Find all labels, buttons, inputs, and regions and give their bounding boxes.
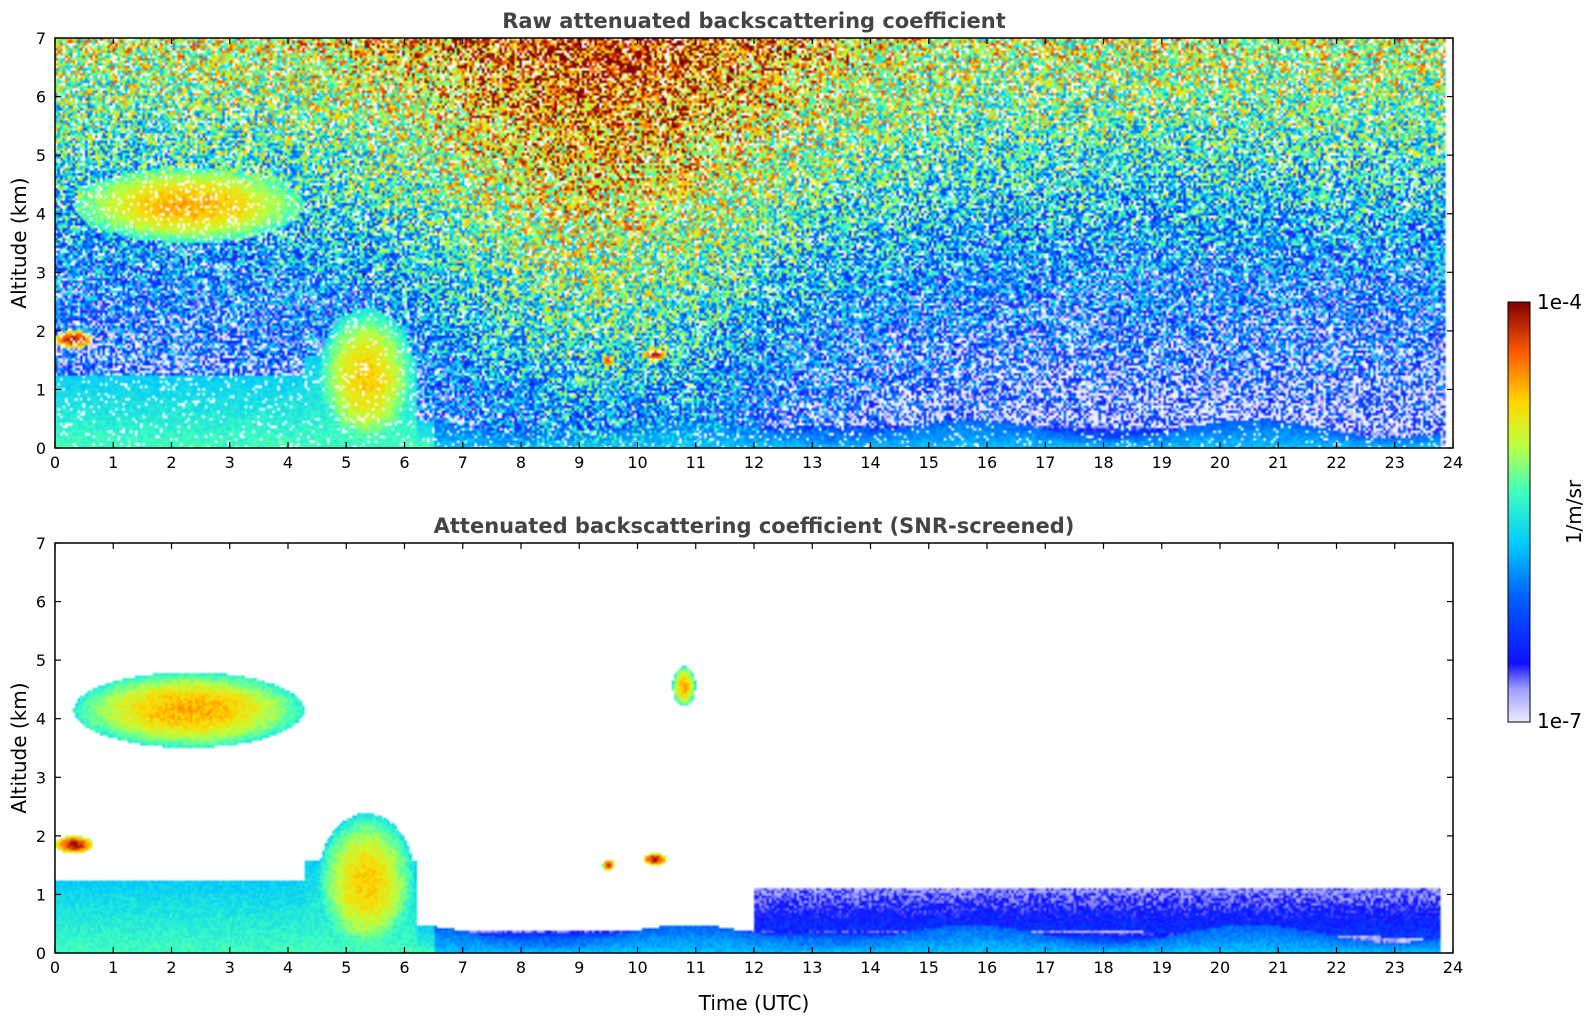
y-tick-label: 3 <box>36 768 46 787</box>
x-tick-label: 10 <box>627 958 647 977</box>
x-tick-label: 1 <box>108 958 118 977</box>
y-tick-label: 1 <box>36 885 46 904</box>
x-tick-label: 22 <box>1326 453 1346 472</box>
x-tick-label: 19 <box>1152 958 1172 977</box>
x-tick-label: 21 <box>1268 958 1288 977</box>
x-tick-label: 13 <box>802 453 822 472</box>
x-tick-label: 6 <box>399 958 409 977</box>
x-tick-label: 19 <box>1152 453 1172 472</box>
y-tick-label: 5 <box>36 651 46 670</box>
x-tick-label: 9 <box>574 453 584 472</box>
y-tick-label: 1 <box>36 380 46 399</box>
colorbar-min-label: 1e-7 <box>1537 709 1582 733</box>
x-tick-label: 7 <box>458 453 468 472</box>
y-tick-label: 7 <box>36 29 46 48</box>
y-tick-label: 6 <box>36 88 46 107</box>
x-tick-label: 14 <box>860 958 880 977</box>
x-tick-label: 9 <box>574 958 584 977</box>
x-tick-label: 13 <box>802 958 822 977</box>
x-tick-label: 8 <box>516 958 526 977</box>
colorbar: 1e-4 1e-7 1/m/sr <box>1507 290 1586 733</box>
x-tick-label: 20 <box>1210 453 1230 472</box>
x-tick-label: 5 <box>341 958 351 977</box>
panel-raw: Raw attenuated backscattering coefficien… <box>7 9 1463 472</box>
x-tick-label: 4 <box>283 958 293 977</box>
x-tick-label: 15 <box>919 958 939 977</box>
x-tick-label: 11 <box>686 453 706 472</box>
y-tick-label: 6 <box>36 593 46 612</box>
x-tick-label: 12 <box>744 958 764 977</box>
x-tick-label: 16 <box>977 453 997 472</box>
x-tick-label: 21 <box>1268 453 1288 472</box>
x-tick-label: 24 <box>1443 453 1463 472</box>
x-tick-label: 10 <box>627 453 647 472</box>
y-tick-label: 3 <box>36 263 46 282</box>
x-tick-label: 18 <box>1093 958 1113 977</box>
x-tick-label: 5 <box>341 453 351 472</box>
colorbar-unit-label: 1/m/sr <box>1562 479 1586 544</box>
x-tick-label: 11 <box>686 958 706 977</box>
x-tick-label: 8 <box>516 453 526 472</box>
screened-backscatter-heatmap <box>55 543 1453 953</box>
x-tick-label: 12 <box>744 453 764 472</box>
x-tick-label: 23 <box>1385 958 1405 977</box>
panel-raw-ticks: 0 1 2 3 4 5 6 7 8 9 10 11 12 13 14 15 16 17 18 19 20 21 22 23 24… <box>36 29 1463 472</box>
x-tick-label: 15 <box>919 453 939 472</box>
panel-screened-title: Attenuated backscattering coefficient (S… <box>434 514 1075 538</box>
x-tick-label: 0 <box>50 453 60 472</box>
y-tick-label: 0 <box>36 439 46 458</box>
panel-screened-ticks: 0 1 2 3 4 5 6 7 8 9 10 11 12 13 14 15 16 17 18 19 20 21 22 23 24… <box>36 534 1463 977</box>
raw-backscatter-heatmap <box>55 38 1453 448</box>
y-tick-label: 4 <box>36 205 46 224</box>
colorbar-max-label: 1e-4 <box>1537 290 1582 314</box>
x-tick-label: 3 <box>225 453 235 472</box>
panel-raw-ylabel: Altitude (km) <box>7 177 31 308</box>
x-tick-label: 0 <box>50 958 60 977</box>
x-tick-label: 22 <box>1326 958 1346 977</box>
y-tick-label: 4 <box>36 710 46 729</box>
x-tick-label: 17 <box>1035 958 1055 977</box>
x-tick-label: 2 <box>166 958 176 977</box>
y-tick-label: 7 <box>36 534 46 553</box>
x-tick-label: 24 <box>1443 958 1463 977</box>
x-axis-label: Time (UTC) <box>698 991 810 1015</box>
x-tick-label: 23 <box>1385 453 1405 472</box>
x-tick-label: 1 <box>108 453 118 472</box>
x-tick-label: 16 <box>977 958 997 977</box>
colorbar-gradient <box>1507 301 1531 723</box>
y-tick-label: 2 <box>36 322 46 341</box>
x-tick-label: 3 <box>225 958 235 977</box>
panel-raw-title: Raw attenuated backscattering coefficien… <box>502 9 1006 33</box>
y-tick-label: 0 <box>36 944 46 963</box>
x-tick-label: 4 <box>283 453 293 472</box>
x-tick-label: 20 <box>1210 958 1230 977</box>
panel-screened: Attenuated backscattering coefficient (S… <box>7 514 1463 1015</box>
y-tick-label: 5 <box>36 146 46 165</box>
x-tick-label: 14 <box>860 453 880 472</box>
x-tick-label: 17 <box>1035 453 1055 472</box>
x-tick-label: 6 <box>399 453 409 472</box>
x-tick-label: 2 <box>166 453 176 472</box>
panel-screened-ylabel: Altitude (km) <box>7 682 31 813</box>
y-tick-label: 2 <box>36 827 46 846</box>
x-tick-label: 18 <box>1093 453 1113 472</box>
x-tick-label: 7 <box>458 958 468 977</box>
